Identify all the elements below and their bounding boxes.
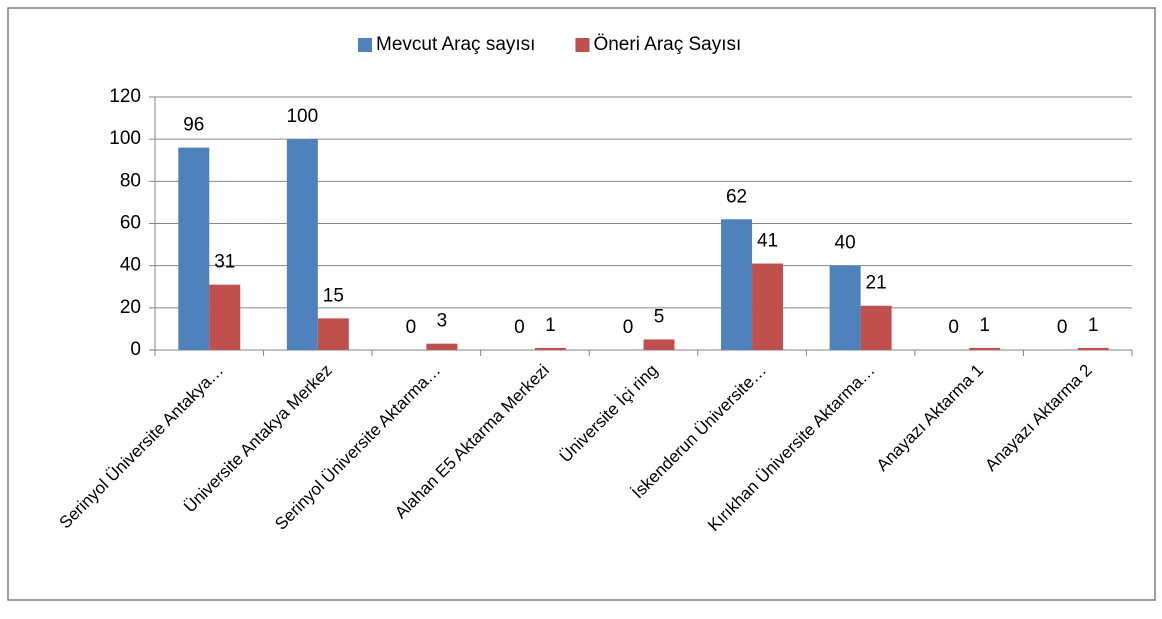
bar (721, 219, 753, 350)
y-tick-label: 0 (130, 339, 141, 360)
bar (286, 139, 318, 350)
bar (178, 147, 210, 350)
data-label: 0 (406, 317, 417, 338)
y-tick-label: 100 (109, 128, 141, 149)
data-label: 40 (835, 233, 856, 254)
data-label: 0 (514, 317, 525, 338)
legend: Mevcut Araç sayısı Öneri Araç Sayısı (358, 34, 741, 55)
data-label: 41 (757, 231, 778, 252)
bar (752, 263, 784, 350)
data-label: 62 (726, 186, 747, 207)
data-label: 1 (979, 315, 990, 336)
data-label: 0 (1057, 317, 1068, 338)
bar (643, 339, 675, 350)
legend-swatch (575, 38, 590, 52)
data-label: 96 (183, 115, 204, 136)
bar (209, 284, 241, 350)
legend-label: Öneri Araç Sayısı (593, 34, 741, 55)
legend-label: Mevcut Araç sayısı (376, 34, 535, 55)
bar (969, 347, 1001, 350)
data-label: 5 (654, 306, 665, 327)
data-label: 31 (214, 252, 235, 273)
data-label: 1 (545, 315, 556, 336)
data-label: 1 (1088, 315, 1099, 336)
data-label: 21 (866, 273, 887, 294)
data-label: 3 (437, 311, 448, 332)
y-tick-label: 40 (120, 255, 141, 276)
y-tick-label: 60 (120, 213, 141, 234)
y-tick-label: 20 (120, 297, 141, 318)
legend-swatch (358, 38, 372, 52)
data-label: 0 (948, 317, 959, 338)
y-tick-label: 120 (109, 86, 141, 107)
y-tick-label: 80 (120, 170, 141, 191)
bar (426, 343, 458, 350)
bar (860, 305, 892, 350)
data-label: 15 (323, 285, 344, 306)
bar (317, 318, 349, 350)
data-label: 0 (623, 317, 634, 338)
bar (534, 347, 566, 350)
data-label: 100 (286, 106, 318, 127)
bar (829, 265, 861, 350)
bar (1077, 347, 1109, 350)
